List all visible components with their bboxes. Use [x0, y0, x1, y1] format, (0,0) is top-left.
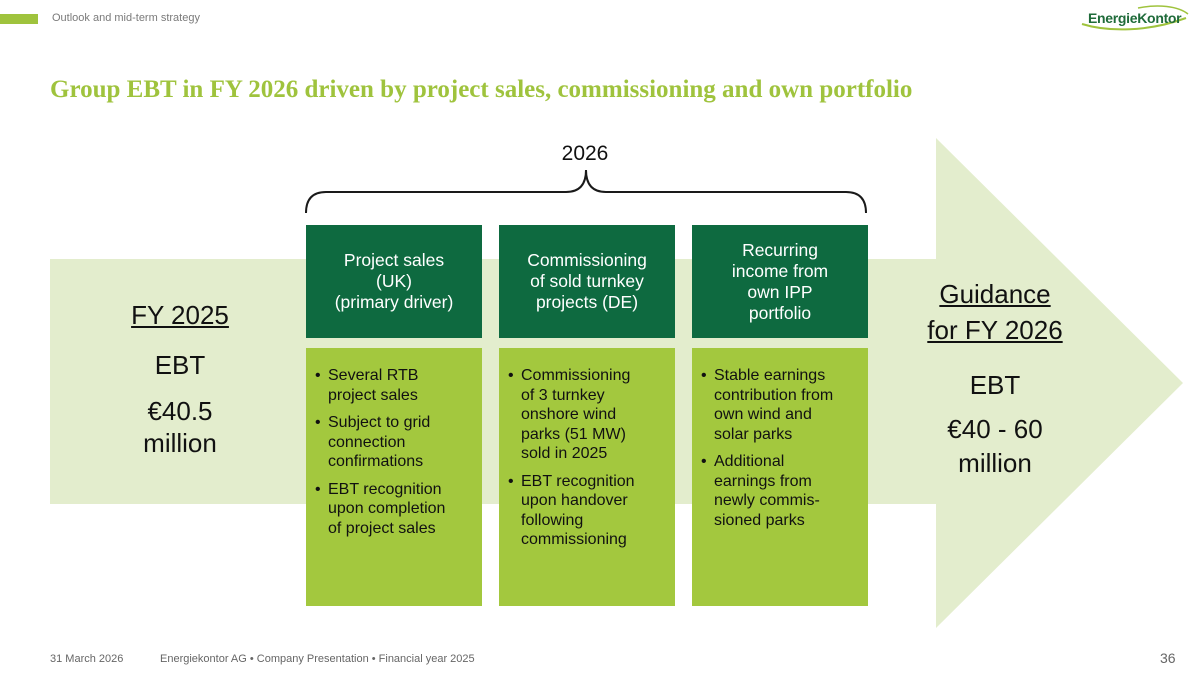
column-header-line: Recurring [742, 239, 818, 260]
bullet-line: Stable earnings [714, 367, 826, 384]
fy2025-metric: EBT [154, 350, 206, 380]
bullet-item: Additional earnings from newly commis- s… [701, 452, 860, 530]
bullet-item: Stable earnings contribution from own wi… [701, 366, 860, 444]
fy2025-block: FY 2025 EBT €40.5 million [80, 300, 280, 459]
bullet-line: solar parks [714, 425, 793, 443]
guidance-metric: EBT [969, 370, 1021, 400]
column-header-commissioning: Commissioning of sold turnkey projects (… [499, 225, 675, 338]
bullet-item: Commissioning of 3 turnkey onshore wind … [508, 366, 667, 464]
fy2025-heading: FY 2025 [131, 300, 229, 330]
footer-date: 31 March 2026 [50, 653, 124, 665]
column-header-line: (primary driver) [334, 292, 454, 312]
bullet-line: following [521, 511, 584, 529]
bullet-line: Additional [714, 453, 785, 470]
column-header-line: income from [731, 260, 829, 281]
bullet-line: earnings from [714, 472, 812, 490]
column-header-line: Commissioning [527, 250, 647, 270]
bullet-line: sold in 2025 [521, 445, 608, 462]
bullet-line: upon completion [328, 500, 446, 517]
column-header-line: own IPP [747, 281, 813, 302]
bullet-line: commissioning [521, 531, 627, 548]
bullet-line: upon handover [521, 492, 628, 509]
guidance-unit: million [958, 448, 1032, 478]
bullet-line: sioned parks [714, 511, 805, 529]
bullet-item: EBT recognition upon completion of proje… [315, 480, 474, 539]
page-title: Group EBT in FY 2026 driven by project s… [50, 76, 913, 103]
logo-swoosh-icon [1081, 5, 1189, 31]
guidance-heading-line2: for FY 2026 [927, 315, 1063, 345]
bullet-item: Subject to grid connection confirmations [315, 413, 474, 472]
bullet-line: own wind and [714, 406, 812, 423]
column-header-recurring-income: Recurring income from own IPP portfolio [692, 225, 868, 338]
fy2025-value: €40.5 [147, 396, 213, 426]
bullet-line: EBT recognition [328, 480, 442, 498]
guidance-block: Guidance for FY 2026 EBT €40 - 60 millio… [900, 276, 1090, 480]
logo-text: EnergieKontor [1088, 10, 1182, 26]
bullet-item: Several RTB project sales [315, 366, 474, 405]
column-body-project-sales: Several RTB project sales Subject to gri… [306, 348, 482, 606]
footer-text: Energiekontor AG • Company Presentation … [160, 653, 475, 665]
year-label: 2026 [561, 142, 609, 165]
bullet-line: of project sales [328, 519, 436, 537]
bullet-line: parks (51 MW) [521, 425, 626, 443]
column-header-line: of sold turnkey [530, 271, 644, 291]
energiekontor-logo: EnergieKontor [1078, 2, 1190, 40]
column-header-line: (UK) [376, 271, 412, 291]
bullet-line: newly commis- [714, 492, 820, 509]
bullet-line: connection [328, 433, 406, 451]
bullet-line: contribution from [714, 386, 834, 404]
column-body-recurring-income: Stable earnings contribution from own wi… [692, 348, 868, 606]
section-label: Outlook and mid-term strategy [52, 12, 200, 24]
column-header-line: Project sales [343, 250, 445, 270]
bullet-line: confirmations [328, 453, 424, 470]
guidance-heading: Guidance for FY 2026 [900, 276, 1090, 348]
bullet-line: Commissioning [521, 367, 631, 384]
column-body-commissioning: Commissioning of 3 turnkey onshore wind … [499, 348, 675, 606]
page-number: 36 [1160, 650, 1176, 666]
bullet-line: EBT recognition [521, 472, 635, 490]
column-header-project-sales: Project sales (UK) (primary driver) [306, 225, 482, 338]
bullet-line: onshore wind [521, 406, 617, 423]
bullet-item: EBT recognition upon handover following … [508, 472, 667, 550]
guidance-heading-line1: Guidance [939, 279, 1051, 309]
guidance-value: €40 - 60 [947, 414, 1043, 444]
column-header-line: projects (DE) [535, 292, 639, 312]
column-header-line: portfolio [748, 302, 812, 323]
bullet-line: Subject to grid [328, 414, 431, 431]
bullet-line: Several RTB [328, 367, 419, 384]
fy2025-unit: million [143, 428, 217, 458]
bullet-line: project sales [328, 386, 418, 404]
bullet-line: of 3 turnkey [521, 386, 605, 404]
section-marker [0, 14, 38, 24]
